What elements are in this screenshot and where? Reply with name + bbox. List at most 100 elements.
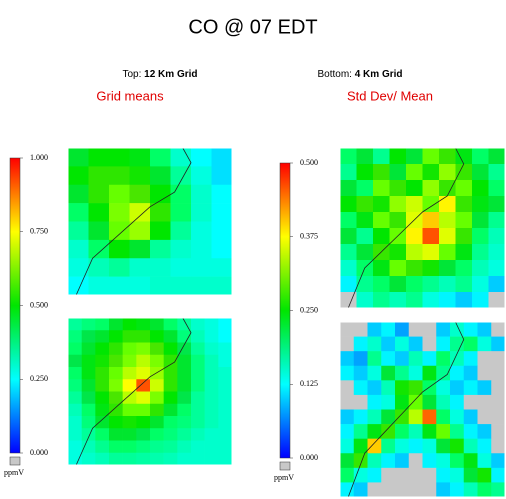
heat-cell — [373, 164, 390, 180]
heat-cell — [373, 148, 390, 164]
heat-cell — [68, 222, 89, 241]
heat-cell — [123, 392, 137, 405]
heat-cell — [478, 468, 492, 483]
heat-cell — [89, 148, 110, 167]
heat-cell — [136, 330, 150, 343]
heat-cell — [177, 416, 191, 429]
heat-cell — [150, 240, 171, 259]
heat-cell — [450, 453, 464, 468]
colorbar-tick-label: 1.000 — [30, 153, 48, 162]
heat-cell — [171, 222, 192, 241]
heat-cell — [381, 380, 395, 395]
panel-title: Grid means — [96, 88, 164, 103]
heat-cell — [212, 166, 233, 185]
heat-cell — [450, 410, 464, 425]
heat-cell — [89, 203, 110, 222]
heat-cell — [109, 318, 123, 331]
heat-cell — [212, 222, 233, 241]
heat-cell — [456, 180, 473, 196]
heat-cell — [130, 148, 151, 167]
heat-cell — [406, 164, 423, 180]
heat-cell — [82, 379, 96, 392]
heat-cell — [368, 395, 382, 410]
heat-cell — [340, 453, 354, 468]
heat-cell — [478, 424, 492, 439]
heat-cell — [489, 212, 506, 228]
heat-cell — [491, 410, 505, 425]
heat-cell — [191, 166, 212, 185]
heat-cell — [464, 453, 478, 468]
heat-cell — [164, 343, 178, 356]
heat-cell — [423, 164, 440, 180]
colorbar-tick-label: 0.250 — [30, 374, 48, 383]
heat-cell — [464, 366, 478, 381]
heat-cell — [68, 404, 82, 417]
heat-cell — [191, 318, 205, 331]
heat-cell — [409, 410, 423, 425]
heat-cell — [205, 392, 219, 405]
heat-cell — [450, 468, 464, 483]
heat-cell — [218, 416, 232, 429]
colorbar-tick-label: 0.000 — [30, 448, 48, 457]
heat-cell — [123, 416, 137, 429]
heat-cell — [439, 212, 456, 228]
heat-cell — [357, 292, 374, 308]
heat-cell — [489, 228, 506, 244]
heat-cell — [164, 453, 178, 466]
heat-cell — [177, 367, 191, 380]
heat-cell — [381, 453, 395, 468]
heat-cell — [478, 380, 492, 395]
heat-cell — [436, 468, 450, 483]
heat-cell — [218, 441, 232, 454]
heat-cell — [436, 395, 450, 410]
heat-cell — [456, 228, 473, 244]
heat-cell — [164, 392, 178, 405]
heat-cell — [171, 166, 192, 185]
panel-title: Std Dev/ Mean — [347, 88, 433, 103]
heat-cell — [373, 196, 390, 212]
heat-cell — [191, 379, 205, 392]
heat-cell — [409, 468, 423, 483]
heat-cell — [472, 228, 489, 244]
heat-cell — [423, 276, 440, 292]
heat-cell — [164, 379, 178, 392]
heat-cell — [472, 212, 489, 228]
heat-cell — [109, 277, 130, 296]
heat-cell — [82, 330, 96, 343]
heat-cell — [150, 318, 164, 331]
heat-cell — [177, 404, 191, 417]
heat-cell — [164, 441, 178, 454]
heat-cell — [368, 351, 382, 366]
heat-cell — [150, 441, 164, 454]
heat-cell — [164, 416, 178, 429]
heat-cell — [423, 453, 437, 468]
heat-cell — [464, 410, 478, 425]
heat-cell — [164, 318, 178, 331]
heat-cell — [123, 318, 137, 331]
heat-cell — [373, 212, 390, 228]
heat-cell — [218, 318, 232, 331]
heat-cell — [150, 166, 171, 185]
heat-cell — [439, 148, 456, 164]
heat-cell — [390, 276, 407, 292]
heat-cell — [82, 416, 96, 429]
heat-cell — [478, 366, 492, 381]
heat-cell — [450, 395, 464, 410]
heat-cell — [357, 244, 374, 260]
heat-cell — [123, 404, 137, 417]
heat-cell — [82, 441, 96, 454]
heat-cell — [354, 395, 368, 410]
heat-cell — [464, 351, 478, 366]
heat-cell — [357, 164, 374, 180]
heat-cell — [340, 260, 357, 276]
heat-cell — [68, 355, 82, 368]
heat-cell — [368, 453, 382, 468]
heat-cell — [218, 453, 232, 466]
heat-cell — [171, 203, 192, 222]
top-label-prefix: Top: — [122, 69, 141, 80]
heat-cell — [423, 292, 440, 308]
heat-cell — [423, 148, 440, 164]
heat-cell — [205, 453, 219, 466]
heat-cell — [450, 380, 464, 395]
heat-cell — [406, 292, 423, 308]
